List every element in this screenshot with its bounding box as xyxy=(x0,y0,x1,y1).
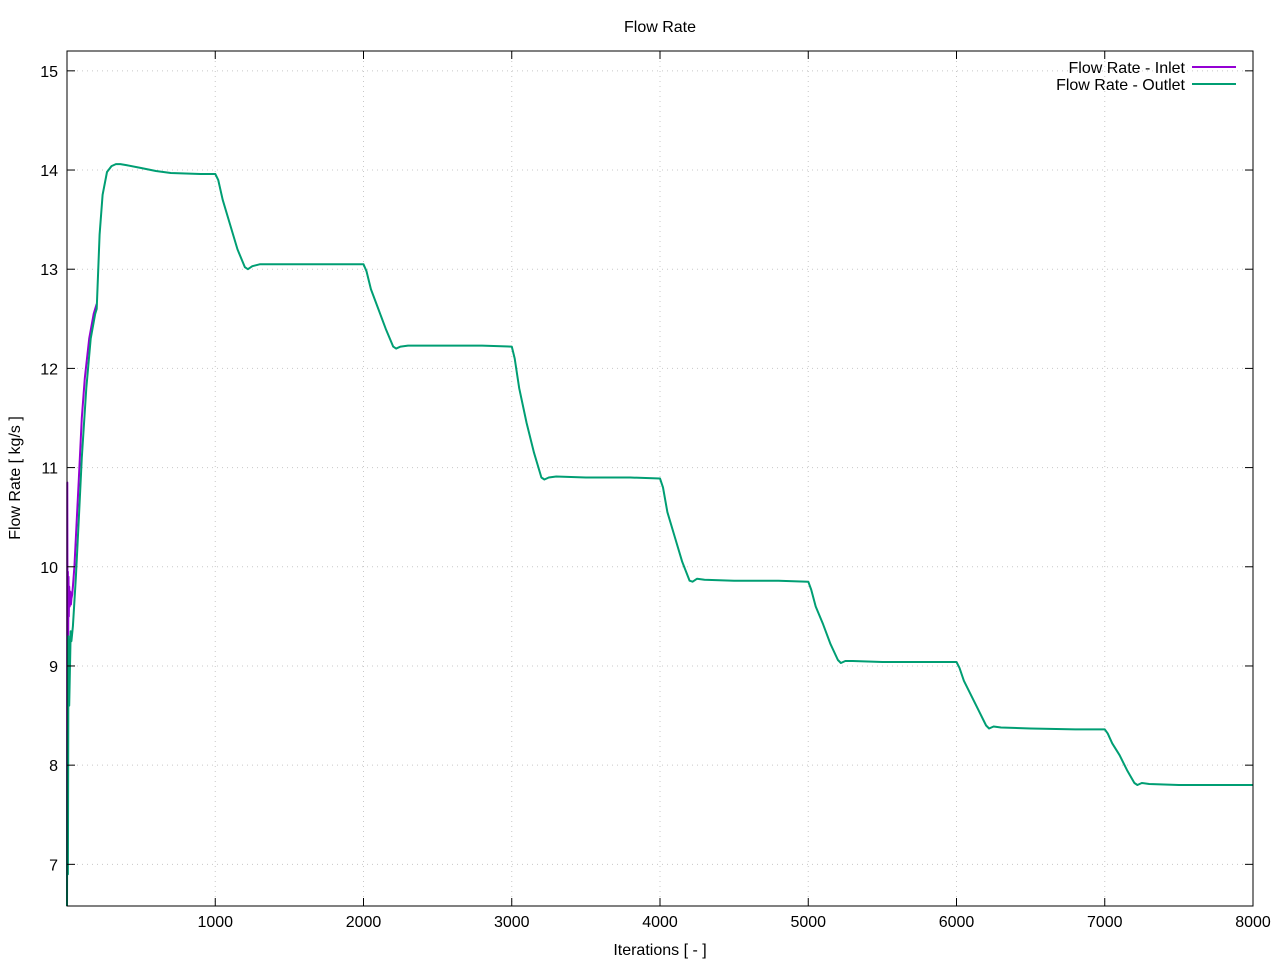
x-tick-label: 2000 xyxy=(346,914,382,931)
x-tick-label: 4000 xyxy=(642,914,678,931)
x-tick-label: 1000 xyxy=(197,914,233,931)
x-tick-label: 3000 xyxy=(494,914,530,931)
y-tick-label: 12 xyxy=(40,361,58,378)
y-tick-label: 9 xyxy=(49,659,58,676)
axis-ticks: 1000 2000 3000 4000 5000 6000 7000 8000 7 8 9 10 11 1… xyxy=(40,51,1271,931)
legend-label: Flow Rate - Outlet xyxy=(1056,77,1185,94)
x-tick-label: 6000 xyxy=(939,914,975,931)
y-tick-label: 13 xyxy=(40,262,58,279)
chart-title: Flow Rate xyxy=(624,19,696,36)
x-tick-label: 7000 xyxy=(1087,914,1123,931)
y-tick-label: 10 xyxy=(40,560,58,577)
series-line-inlet xyxy=(66,303,98,907)
series-layer xyxy=(66,163,1253,907)
series-line-outlet xyxy=(66,163,1253,907)
y-tick-label: 11 xyxy=(41,461,58,478)
x-tick-label: 5000 xyxy=(790,914,826,931)
legend-label: Flow Rate - Inlet xyxy=(1069,60,1186,77)
y-tick-label: 14 xyxy=(40,163,58,180)
y-axis-title: Flow Rate [ kg/s ] xyxy=(7,416,24,540)
y-tick-label: 7 xyxy=(49,857,58,874)
x-axis-title: Iterations [ - ] xyxy=(613,942,706,959)
y-tick-label: 15 xyxy=(40,64,58,81)
y-tick-label: 8 xyxy=(49,758,58,775)
x-tick-label: 8000 xyxy=(1235,914,1271,931)
